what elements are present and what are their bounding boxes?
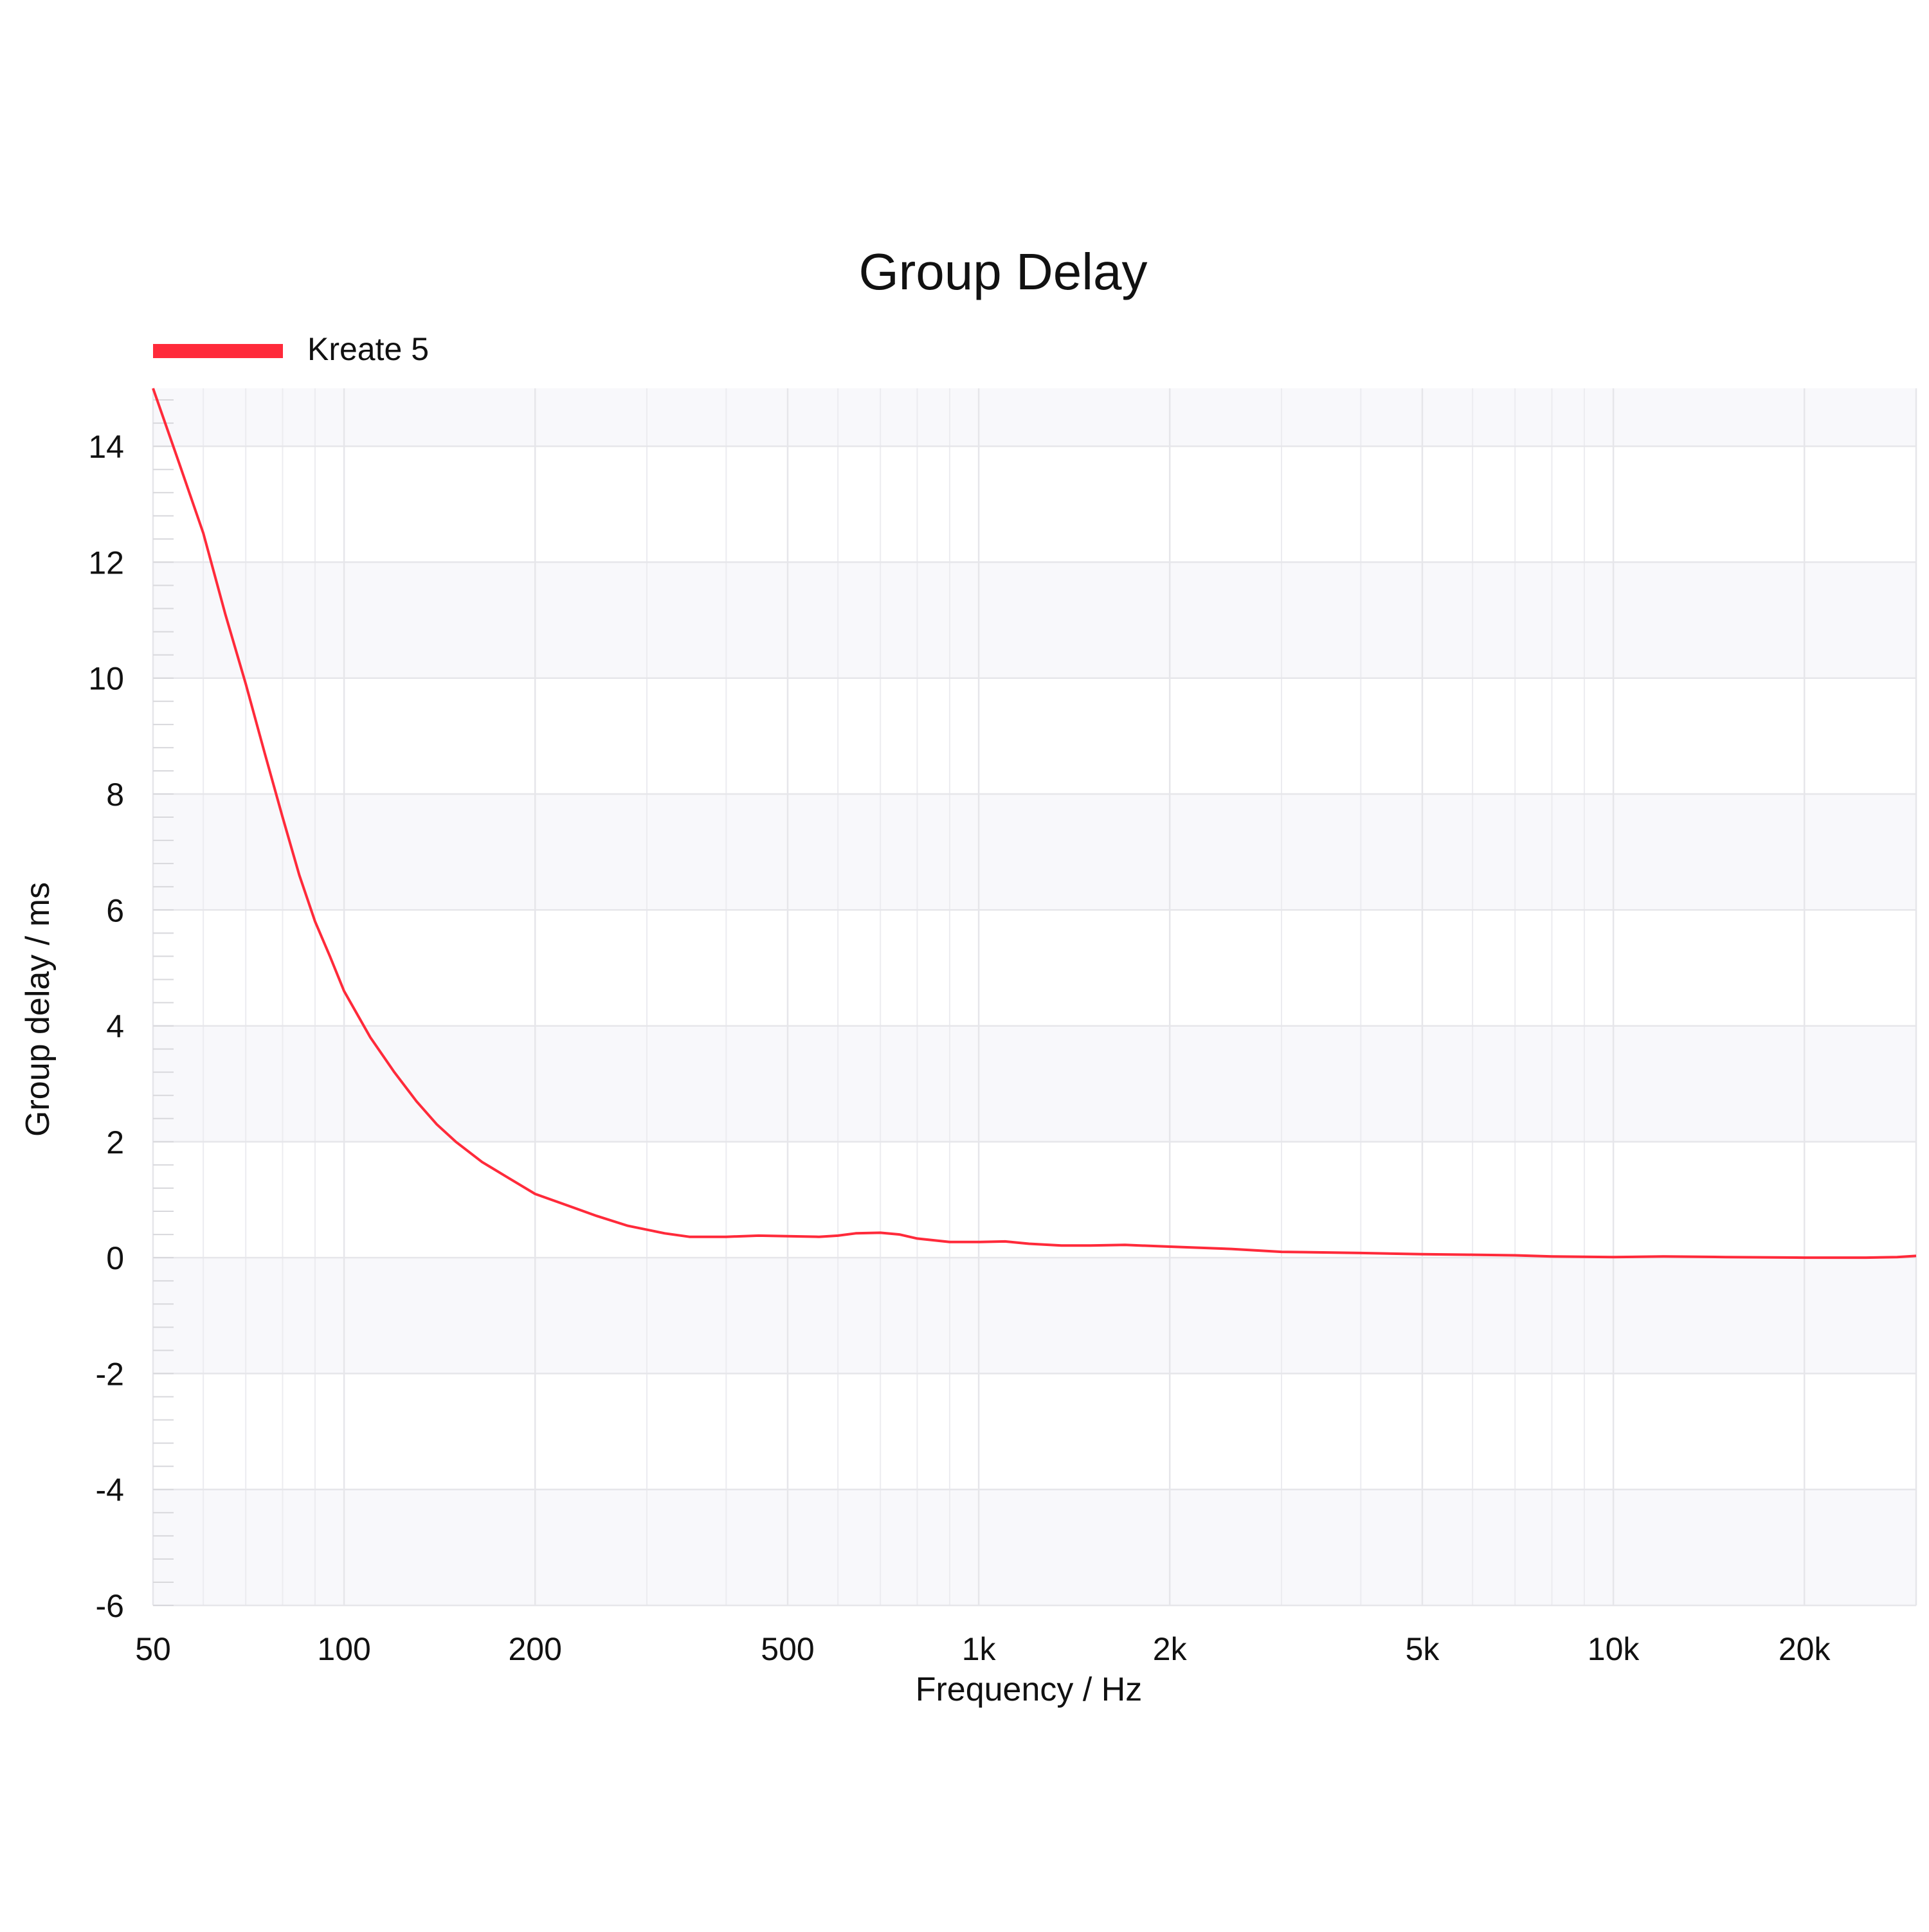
series-layer [152,388,1917,1259]
y-tick-label: -4 [96,1472,124,1508]
y-tick-label: 6 [106,892,124,928]
x-axis-tick-labels: 50 100 200 500 1k 2k 5k 10k 20k [135,1631,1831,1667]
x-tick-label: 100 [317,1631,370,1667]
y-tick-label: 12 [88,545,124,581]
plot-band [153,562,1916,678]
x-tick-label: 5k [1406,1631,1440,1667]
x-tick-label: 1k [962,1631,997,1667]
plot-band [153,388,1916,447]
plot-band [153,1258,1916,1374]
y-axis-tick-labels: 14 12 10 8 6 4 2 0 -2 -4 -6 [88,429,124,1624]
y-tick-label: 0 [106,1240,124,1276]
legend-label: Kreate 5 [307,331,429,367]
y-axis-label: Group delay / ms [19,882,57,1137]
y-tick-label: 10 [88,661,124,697]
x-tick-label: 2k [1153,1631,1188,1667]
chart-title: Group Delay [858,243,1147,300]
x-tick-label: 10k [1588,1631,1640,1667]
plot-band [153,1025,1916,1142]
y-tick-label: -2 [96,1356,124,1392]
legend[interactable]: Kreate 5 [153,331,429,367]
y-tick-label: 4 [106,1009,124,1045]
x-axis-label: Frequency / Hz [916,1671,1143,1708]
plot-band [153,794,1916,910]
x-tick-label: 20k [1779,1631,1831,1667]
x-tick-label: 500 [761,1631,814,1667]
x-tick-label: 200 [509,1631,562,1667]
y-tick-label: 2 [106,1124,124,1160]
series-line-kreate-5[interactable] [152,388,1917,1259]
plot-band [153,1489,1916,1605]
y-tick-label: 8 [106,777,124,813]
y-tick-label: 14 [88,429,124,465]
plot-area [153,388,1916,1605]
y-tick-label: -6 [96,1588,124,1624]
x-tick-label: 50 [135,1631,171,1667]
